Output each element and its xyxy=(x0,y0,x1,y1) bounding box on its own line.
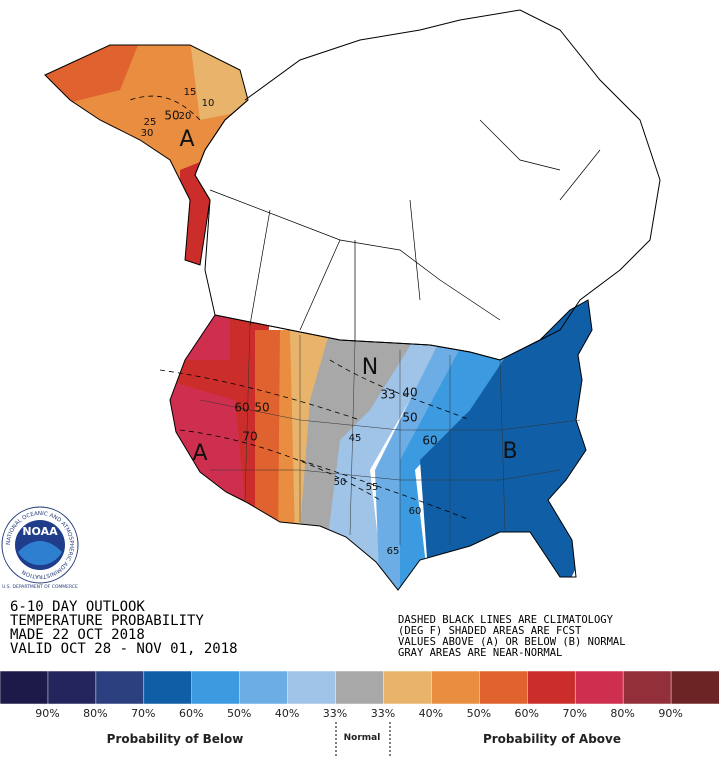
legend-label: 90% xyxy=(35,707,59,720)
legend-label: 33% xyxy=(323,707,347,720)
outlook-line: TEMPERATURE PROBABILITY xyxy=(10,613,204,629)
contour-label: 50 xyxy=(334,477,347,488)
legend-label: 80% xyxy=(610,707,634,720)
legend-label: 33% xyxy=(371,707,395,720)
map-outlines xyxy=(44,9,661,591)
note-line: (DEG F) SHADED AREAS ARE FCST xyxy=(398,625,582,637)
legend-label: 50% xyxy=(467,707,491,720)
legend-label: 60% xyxy=(515,707,539,720)
contour-label: B xyxy=(502,439,517,464)
legend-swatch xyxy=(143,670,193,705)
contour-label: 10 xyxy=(202,98,215,109)
outlook-line: MADE 22 OCT 2018 xyxy=(10,627,145,643)
logo-wave xyxy=(18,541,62,566)
forecast-zone xyxy=(400,330,540,590)
contour-label: A xyxy=(192,441,207,466)
outlook-line: VALID OCT 28 - NOV 01, 2018 xyxy=(10,641,238,657)
forecast-zone xyxy=(320,330,450,590)
legend-label: 70% xyxy=(562,707,586,720)
legend-swatch xyxy=(383,670,433,705)
legend-swatch xyxy=(239,670,289,705)
legend-label: 60% xyxy=(179,707,203,720)
contour-label: 33 xyxy=(380,388,395,402)
outlook-text: 6-10 DAY OUTLOOK TEMPERATURE PROBABILITY… xyxy=(10,599,238,657)
contour-label: A xyxy=(179,127,194,152)
noaa-logo: NATIONAL OCEANIC AND ATMOSPHERIC ADMINIS… xyxy=(1,506,79,590)
legend-swatch xyxy=(335,670,385,705)
legend-swatch xyxy=(574,670,624,705)
forecast-zone xyxy=(420,300,592,590)
legend-swatch xyxy=(479,670,529,705)
contour-label: 60 xyxy=(409,506,422,517)
contour-label: 20 xyxy=(179,111,192,122)
outlook-line: 6-10 DAY OUTLOOK xyxy=(10,599,145,615)
alaska-zones xyxy=(45,45,248,265)
legend-label: 90% xyxy=(658,707,682,720)
normal-title: Normal xyxy=(344,733,381,743)
legend-swatch xyxy=(287,670,337,705)
forecast-zone xyxy=(190,45,248,120)
logo-dept: U.S. DEPARTMENT OF COMMERCE xyxy=(2,584,78,590)
legend-label: 40% xyxy=(419,707,443,720)
contour-label: 60 xyxy=(234,401,249,415)
legend-swatch xyxy=(431,670,481,705)
note-line: DASHED BLACK LINES ARE CLIMATOLOGY xyxy=(398,614,614,626)
legend-swatch xyxy=(527,670,576,705)
legend-label: 50% xyxy=(227,707,251,720)
legend-label: 40% xyxy=(275,707,299,720)
legend-swatch xyxy=(191,670,241,705)
legend-label: 70% xyxy=(131,707,155,720)
contour-label: N xyxy=(362,355,378,380)
contour-label: 55 xyxy=(366,482,379,493)
notes: DASHED BLACK LINES ARE CLIMATOLOGY (DEG … xyxy=(398,614,626,659)
note-line: VALUES ABOVE (A) OR BELOW (B) NORMAL xyxy=(398,636,626,648)
below-title: Probability of Below xyxy=(107,732,244,746)
contour-label: 45 xyxy=(349,433,362,444)
legend: Probability of Below Normal Probability … xyxy=(0,670,719,756)
map-zones xyxy=(45,45,592,590)
legend-swatch xyxy=(0,670,49,705)
contour-label: 40 xyxy=(402,386,417,400)
contour-label: 65 xyxy=(387,546,400,557)
us-zones xyxy=(170,300,592,590)
contour-label: 50 xyxy=(402,411,417,425)
contour-label: 25 xyxy=(144,117,157,128)
note-line: GRAY AREAS ARE NEAR-NORMAL xyxy=(398,647,562,659)
legend-label: 80% xyxy=(83,707,107,720)
legend-swatch xyxy=(47,670,97,705)
contour-label: 70 xyxy=(242,430,257,444)
logo-name: NOAA xyxy=(22,525,58,538)
contour-label: 15 xyxy=(184,87,197,98)
legend-swatch xyxy=(622,670,672,705)
contour-label: 50 xyxy=(164,109,179,123)
legend-swatch xyxy=(670,670,719,705)
above-title: Probability of Above xyxy=(483,732,621,746)
contour-label: 60 xyxy=(422,434,437,448)
contour-label: 50 xyxy=(254,401,269,415)
forecast-zone xyxy=(180,150,230,265)
legend-swatch xyxy=(95,670,145,705)
contour-label: 30 xyxy=(141,128,154,139)
